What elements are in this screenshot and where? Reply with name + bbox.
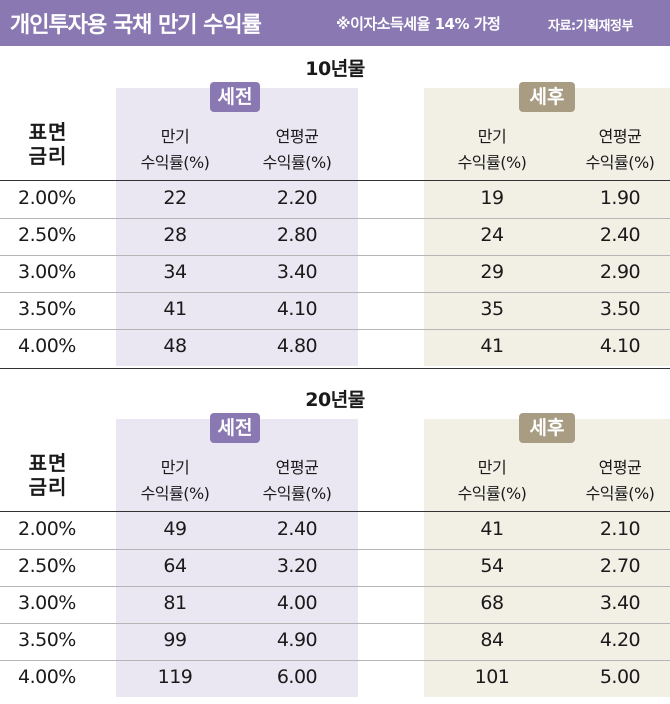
coupon-rate-label: 3.50% xyxy=(18,629,76,651)
row-divider xyxy=(0,660,670,661)
chart-title: 개인투자용 국채 만기 수익률 xyxy=(10,13,262,38)
cell-post-maturity: 29 xyxy=(480,261,504,283)
cell-post-maturity: 101 xyxy=(474,666,510,688)
coupon-rate-label: 2.00% xyxy=(18,518,76,540)
source-note: 자료:기획재정부 xyxy=(548,19,633,34)
cell-pre-maturity: 64 xyxy=(163,555,187,577)
column-header-maturity: 만기 수익률(%) xyxy=(457,127,527,172)
section-title: 10년물 xyxy=(305,58,365,80)
column-header-annual: 연평균 수익률(%) xyxy=(585,458,655,503)
cell-pre-annual: 3.20 xyxy=(276,555,318,577)
cell-pre-annual: 4.80 xyxy=(276,335,318,357)
cell-post-annual: 3.50 xyxy=(599,298,641,320)
cell-post-maturity: 19 xyxy=(480,187,504,209)
cell-pre-maturity: 49 xyxy=(163,518,187,540)
cell-post-annual: 2.40 xyxy=(599,224,641,246)
cell-post-annual: 4.20 xyxy=(599,629,641,651)
coupon-rate-label: 2.50% xyxy=(18,555,76,577)
cell-pre-maturity: 119 xyxy=(157,666,193,688)
cell-pre-annual: 6.00 xyxy=(276,666,318,688)
section-title: 20년물 xyxy=(305,389,365,411)
cell-post-maturity: 24 xyxy=(480,224,504,246)
cell-post-annual: 4.10 xyxy=(599,335,641,357)
column-header-annual: 연평균 수익률(%) xyxy=(262,127,332,172)
coupon-rate-label: 4.00% xyxy=(18,335,76,357)
cell-pre-annual: 2.20 xyxy=(276,187,318,209)
column-header-maturity: 만기 수익률(%) xyxy=(140,127,210,172)
cell-post-annual: 1.90 xyxy=(599,187,641,209)
cell-pre-maturity: 22 xyxy=(163,187,187,209)
cell-pre-maturity: 28 xyxy=(163,224,187,246)
row-divider xyxy=(0,218,670,219)
column-header-maturity: 만기 수익률(%) xyxy=(457,458,527,503)
row-divider xyxy=(0,549,670,550)
cell-post-maturity: 54 xyxy=(480,555,504,577)
row-header-label: 표면 금리 xyxy=(28,451,68,499)
coupon-rate-label: 3.00% xyxy=(18,261,76,283)
tax-note: ※이자소득세율 14% 가정 xyxy=(336,15,501,33)
cell-pre-maturity: 41 xyxy=(163,298,187,320)
coupon-rate-label: 2.50% xyxy=(18,224,76,246)
pretax-label: 세전 xyxy=(210,413,260,443)
header-divider xyxy=(0,511,670,512)
cell-pre-maturity: 48 xyxy=(163,335,187,357)
coupon-rate-label: 3.50% xyxy=(18,298,76,320)
posttax-band xyxy=(424,419,670,697)
row-divider xyxy=(0,586,670,587)
column-header-maturity: 만기 수익률(%) xyxy=(140,458,210,503)
pretax-band xyxy=(116,88,358,366)
cell-pre-maturity: 81 xyxy=(163,592,187,614)
coupon-rate-label: 2.00% xyxy=(18,187,76,209)
cell-post-maturity: 68 xyxy=(480,592,504,614)
coupon-rate-label: 4.00% xyxy=(18,666,76,688)
cell-pre-annual: 4.90 xyxy=(276,629,318,651)
posttax-label: 세후 xyxy=(519,413,575,443)
cell-post-annual: 2.70 xyxy=(599,555,641,577)
column-header-annual: 연평균 수익률(%) xyxy=(262,458,332,503)
header-banner: 개인투자용 국채 만기 수익률 ※이자소득세율 14% 가정 자료:기획재정부 xyxy=(0,0,670,46)
row-divider xyxy=(0,329,670,330)
cell-pre-maturity: 99 xyxy=(163,629,187,651)
cell-post-annual: 2.10 xyxy=(599,518,641,540)
coupon-rate-label: 3.00% xyxy=(18,592,76,614)
cell-pre-annual: 4.10 xyxy=(276,298,318,320)
cell-pre-annual: 2.80 xyxy=(276,224,318,246)
cell-post-maturity: 35 xyxy=(480,298,504,320)
cell-pre-annual: 4.00 xyxy=(276,592,318,614)
cell-post-annual: 3.40 xyxy=(599,592,641,614)
cell-post-maturity: 84 xyxy=(480,629,504,651)
cell-pre-annual: 2.40 xyxy=(276,518,318,540)
row-divider xyxy=(0,255,670,256)
pretax-band xyxy=(116,419,358,697)
row-divider xyxy=(0,623,670,624)
posttax-band xyxy=(424,88,670,366)
posttax-label: 세후 xyxy=(519,82,575,112)
cell-post-annual: 5.00 xyxy=(599,666,641,688)
cell-post-maturity: 41 xyxy=(480,518,504,540)
cell-pre-maturity: 34 xyxy=(163,261,187,283)
row-header-label: 표면 금리 xyxy=(28,120,68,168)
cell-post-maturity: 41 xyxy=(480,335,504,357)
cell-post-annual: 2.90 xyxy=(599,261,641,283)
header-divider xyxy=(0,180,670,181)
pretax-label: 세전 xyxy=(210,82,260,112)
cell-pre-annual: 3.40 xyxy=(276,261,318,283)
column-header-annual: 연평균 수익률(%) xyxy=(585,127,655,172)
row-divider xyxy=(0,292,670,293)
section-bottom-divider xyxy=(0,368,670,369)
